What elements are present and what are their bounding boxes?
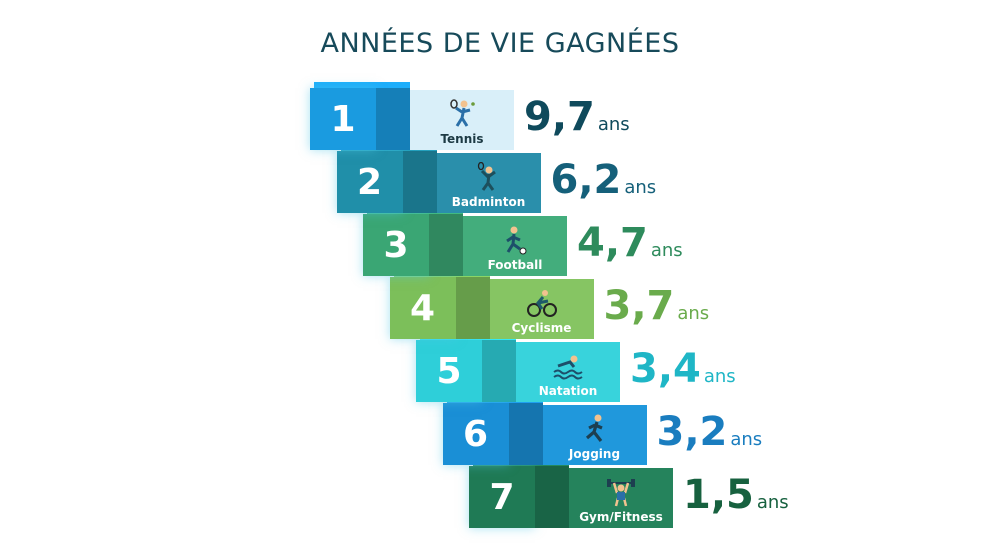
value-unit: ans [756,492,789,513]
rank-cube: 7 [469,466,535,528]
sport-label-box: Football [463,216,567,276]
cube-top [314,82,410,88]
rank-cube: 2 [336,151,403,213]
years-gained: 4,7 ans [577,220,683,266]
rank-number: 5 [436,350,462,392]
cube-side [535,466,569,528]
sport-label-box: Badminton [436,153,541,213]
rank-number: 7 [489,476,515,518]
rank-cube: 6 [442,403,509,465]
sport-name: Badminton [451,195,526,209]
runner-icon [585,414,603,442]
rank-cube: 3 [363,214,429,276]
rank-number: 1 [330,98,356,140]
sport-label-box: Natation [516,342,620,402]
weightlifter-icon [607,479,635,507]
cube-side [455,277,490,339]
badminton-player-icon [477,162,496,191]
sport-label-box: Cyclisme [489,279,594,339]
value-unit: ans [624,177,657,198]
years-gained: 3,2 ans [657,409,763,455]
years-gained: 6,2 ans [551,157,657,203]
swimmer-icon [553,355,583,380]
years-gained: 3,4 ans [630,346,736,392]
value-unit: ans [703,366,736,387]
value-number: 3,4 [630,346,701,392]
sport-name: Football [487,258,543,272]
cube-side [482,340,516,402]
value-number: 6,2 [550,157,622,203]
years-gained: 9,7 ans [524,94,630,140]
sport-name: Natation [538,384,598,398]
rank-cube: 5 [416,340,482,402]
sport-name: Tennis [440,132,484,146]
value-number: 3,7 [603,283,675,329]
rank-number: 6 [462,413,489,455]
sport-name: Jogging [568,447,621,461]
sport-label-box: Gym/Fitness [569,468,673,528]
sport-label-box: Jogging [542,405,647,465]
rank-number: 3 [383,224,409,266]
cube-side [429,214,463,276]
chart-title: ANNÉES DE VIE GAGNÉES [320,28,680,59]
sport-label-box: Tennis [410,90,514,150]
cube-side [508,403,543,465]
sport-name: Cyclisme [511,321,572,335]
value-unit: ans [677,303,710,324]
rank-number: 2 [356,161,383,203]
value-number: 3,2 [656,409,728,455]
value-number: 1,5 [683,472,754,518]
value-unit: ans [597,114,630,135]
value-unit: ans [650,240,683,261]
value-number: 9,7 [524,94,595,140]
years-gained: 1,5 ans [683,472,789,518]
rank-cube: 4 [389,277,456,339]
tennis-player-icon [450,99,475,127]
cyclist-icon [526,290,557,317]
rank-number: 4 [409,287,436,329]
sport-name: Gym/Fitness [579,510,663,524]
rank-cube: 1 [310,88,376,150]
years-gained: 3,7 ans [604,283,710,329]
value-unit: ans [730,429,763,450]
value-number: 4,7 [577,220,648,266]
cube-side [376,88,410,150]
football-player-icon [506,226,527,255]
cube-side [402,151,437,213]
